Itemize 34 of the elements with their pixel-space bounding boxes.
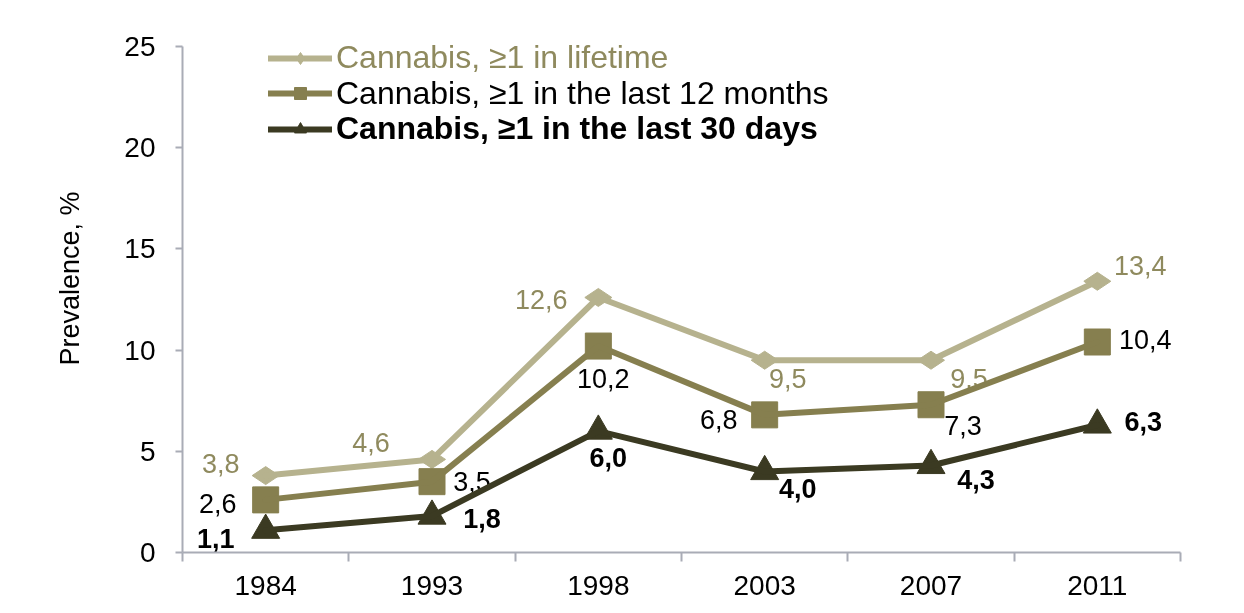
y-tick-label: 15 [124,233,156,265]
x-tick-label: 2011 [1067,569,1128,601]
y-tick-label: 0 [139,537,156,568]
data-label: 13,4 [1114,250,1167,281]
point [1083,328,1111,356]
data-label: 4,0 [778,474,817,505]
data-label: 1,1 [196,523,235,554]
data-label: 1,8 [463,503,501,534]
data-label: 2,6 [198,489,237,520]
legend-label: Cannabis, ≥1 in the last 30 days [336,110,818,147]
data-label: 7,3 [944,411,982,442]
y-tick-label: 25 [124,31,156,62]
data-label: 6,8 [699,405,738,436]
data-label: 9,5 [768,363,807,394]
y-tick-label: 5 [139,435,156,467]
data-label: 10,4 [1119,324,1172,355]
data-label: 6,3 [1124,407,1163,438]
y-tick-label: 10 [124,334,156,366]
data-label: 3,8 [201,449,240,480]
x-tick-label: 1993 [400,569,464,601]
data-label: 12,6 [515,284,568,315]
legend-label: Cannabis, ≥1 in lifetime [336,39,669,76]
data-label: 6,0 [589,442,628,473]
y-tick-label: 20 [124,132,156,164]
legend-label: Cannabis, ≥1 in the last 12 months [336,74,829,112]
data-label: 4,6 [352,427,390,458]
y-axis-title: Prevalence, % [55,191,86,366]
x-tick-label: 1984 [234,569,297,601]
data-label: 4,3 [957,464,995,495]
x-tick-label: 2003 [733,569,796,601]
point [252,486,280,514]
x-tick-label: 2007 [899,569,963,601]
x-tick-label: 1998 [567,569,630,601]
data-label: 10,2 [577,363,630,394]
